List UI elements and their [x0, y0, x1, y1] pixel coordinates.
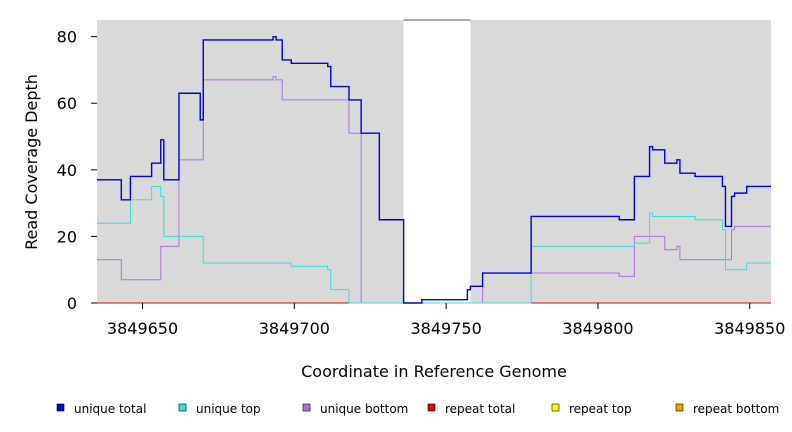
legend-label: repeat top	[569, 402, 632, 416]
x-axis: 3849650 3849700 3849750 3849800 3849850	[107, 303, 785, 338]
series-line-unique-top	[97, 185, 771, 304]
plot-area	[97, 19, 771, 304]
legend-swatch	[56, 403, 65, 412]
x-axis-title: Coordinate in Reference Genome	[301, 362, 567, 381]
legend-label: unique top	[196, 402, 261, 416]
y-tick-label: 40	[57, 161, 77, 180]
y-tick-label: 0	[67, 294, 77, 313]
y-tick-label: 80	[57, 28, 77, 47]
y-tick-label: 20	[57, 227, 77, 246]
x-tick-label: 3849650	[107, 319, 178, 338]
gap-region	[403, 20, 471, 303]
y-axis: 0 20 40 60 80	[57, 28, 97, 313]
legend-swatch	[675, 403, 684, 412]
legend-swatch	[551, 403, 560, 412]
legend-label: unique bottom	[320, 402, 408, 416]
y-tick-label: 60	[57, 94, 77, 113]
legend-label: repeat total	[445, 402, 515, 416]
x-tick-label: 3849850	[714, 319, 785, 338]
legend-swatch	[427, 403, 436, 412]
legend-swatch	[302, 403, 311, 412]
x-tick-label: 3849700	[259, 319, 330, 338]
legend-swatch	[178, 403, 187, 412]
y-axis-title: Read Coverage Depth	[22, 74, 41, 250]
legend-label: unique total	[74, 402, 146, 416]
series-line-unique-total	[97, 35, 771, 304]
x-tick-label: 3849800	[562, 319, 633, 338]
legend-label: repeat bottom	[693, 402, 779, 416]
legend: unique total unique top unique bottom repea…	[56, 402, 779, 416]
x-tick-label: 3849750	[411, 319, 482, 338]
